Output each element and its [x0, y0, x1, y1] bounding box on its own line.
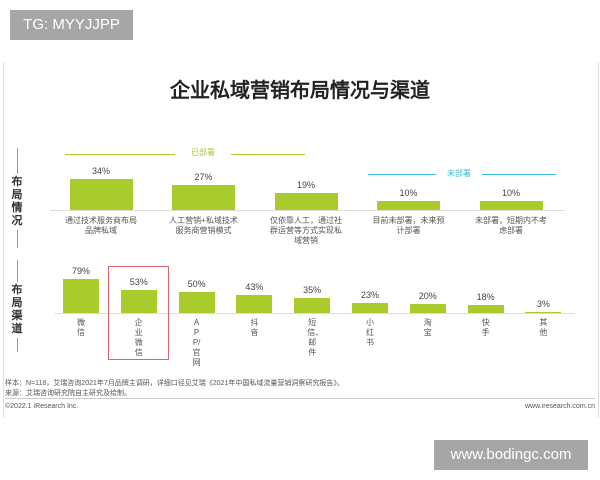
data-label: 20% [418, 291, 437, 302]
footer-sample: 样本：N=118，艾瑞咨询2021年7月品牌主调研，详细口径见艾瑞《2021年中… [5, 380, 344, 387]
data-label: 10% [399, 187, 418, 198]
category-label: 微信 [77, 318, 85, 337]
bar [352, 303, 388, 313]
group-label-deployed: 已部署 [175, 147, 231, 158]
category-label: 人工营销+私域技术服务商营销模式 [169, 216, 238, 235]
bar [479, 200, 543, 210]
highlight-box [108, 266, 169, 360]
data-label: 27% [194, 172, 213, 183]
data-label: 79% [71, 266, 90, 277]
watermark-top: TG: MYYJJPP [10, 10, 133, 40]
footer-copyright: ©2022.1 iResearch Inc. [5, 403, 79, 410]
data-label: 34% [91, 165, 110, 176]
chart-title: 企业私域营销布局情况与渠道 [170, 80, 430, 102]
divider [5, 398, 595, 399]
category-label: 仅依靠人工，通过社群运营等方式实现私域营销 [270, 216, 342, 245]
category-label: 通过技术服务商布局品牌私域 [65, 216, 137, 235]
ylabel-2: 布局渠道 [10, 282, 24, 338]
bar [178, 291, 215, 313]
bar [409, 304, 446, 313]
data-label: 35% [303, 284, 322, 295]
category-label: 小红书 [366, 318, 374, 347]
category-label: 快手 [481, 318, 490, 337]
category-label: APP/官网 [192, 318, 201, 367]
bar [377, 200, 440, 210]
category-label: 其他 [539, 318, 548, 337]
category-label: 未部署，短期内不考虑部署 [475, 216, 547, 235]
bar [69, 178, 133, 210]
bar [467, 305, 504, 313]
footer-website: www.iresearch.com.cn [524, 403, 595, 410]
bar [120, 290, 157, 313]
data-label: 3% [536, 298, 550, 309]
bar [236, 294, 273, 313]
category-label: 目前未部署，未来预计部署 [372, 216, 445, 235]
data-label: 53% [129, 277, 148, 288]
chart-frame [3, 62, 599, 418]
group-label-undeployed: 未部署 [436, 168, 482, 179]
bar [172, 185, 235, 210]
bar [274, 192, 338, 210]
category-label: 淘宝 [423, 318, 432, 337]
baseline-1 [50, 210, 565, 211]
data-label: 19% [296, 179, 315, 190]
footer-source: 来源：艾瑞咨询研究院自主研究及绘制。 [5, 390, 131, 397]
category-label: 企业微信 [134, 318, 143, 357]
data-label: 43% [245, 281, 264, 292]
data-label: 18% [476, 292, 495, 303]
data-label: 50% [187, 278, 206, 289]
baseline-2 [55, 313, 575, 314]
watermark-bottom: www.bodingc.com [434, 440, 588, 470]
category-label: 抖音 [250, 318, 259, 337]
ylabel-1: 布局情况 [10, 174, 24, 230]
bar [63, 279, 99, 313]
bar [525, 311, 562, 314]
data-label: 23% [360, 290, 379, 301]
category-label: 短信、邮件 [307, 318, 324, 357]
data-label: 10% [501, 187, 520, 198]
bar [294, 297, 331, 313]
